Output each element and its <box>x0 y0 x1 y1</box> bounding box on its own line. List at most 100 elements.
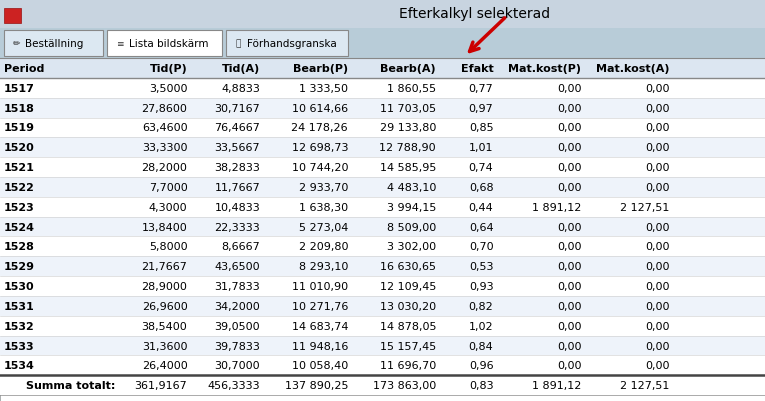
FancyBboxPatch shape <box>0 0 765 29</box>
Text: 30,7167: 30,7167 <box>214 103 260 113</box>
Text: 0,84: 0,84 <box>469 341 493 350</box>
Text: Lista bildskärm: Lista bildskärm <box>129 39 208 49</box>
Text: 10,4833: 10,4833 <box>214 202 260 212</box>
Text: 33,3300: 33,3300 <box>142 143 187 153</box>
Text: 16 630,65: 16 630,65 <box>380 261 436 271</box>
Text: 26,9600: 26,9600 <box>142 301 187 311</box>
Text: 7,7000: 7,7000 <box>148 182 187 192</box>
FancyBboxPatch shape <box>0 356 765 375</box>
Text: 11,7667: 11,7667 <box>214 182 260 192</box>
Text: 0,00: 0,00 <box>645 282 669 291</box>
Text: 22,3333: 22,3333 <box>214 222 260 232</box>
Text: 1532: 1532 <box>4 321 34 331</box>
Text: 5,8000: 5,8000 <box>149 242 187 252</box>
Text: 0,00: 0,00 <box>557 301 581 311</box>
FancyBboxPatch shape <box>0 118 765 138</box>
Text: 0,00: 0,00 <box>645 123 669 133</box>
Text: 0,82: 0,82 <box>469 301 493 311</box>
Text: 15 157,45: 15 157,45 <box>379 341 436 350</box>
Text: 0,64: 0,64 <box>469 222 493 232</box>
Text: 1531: 1531 <box>4 301 34 311</box>
FancyBboxPatch shape <box>0 217 765 237</box>
Text: 10 614,66: 10 614,66 <box>292 103 348 113</box>
Text: 0,00: 0,00 <box>645 261 669 271</box>
Text: 1530: 1530 <box>4 282 34 291</box>
Text: 1534: 1534 <box>4 360 34 371</box>
Text: 43,6500: 43,6500 <box>214 261 260 271</box>
Text: 28,2000: 28,2000 <box>142 163 187 173</box>
FancyBboxPatch shape <box>0 59 765 79</box>
Text: 0,00: 0,00 <box>557 163 581 173</box>
Text: 4,8833: 4,8833 <box>221 84 260 93</box>
Text: 31,3600: 31,3600 <box>142 341 187 350</box>
Text: 456,3333: 456,3333 <box>207 380 260 390</box>
Text: Beställning: Beställning <box>25 39 83 49</box>
FancyBboxPatch shape <box>0 316 765 336</box>
Text: 361,9167: 361,9167 <box>135 380 187 390</box>
Text: 26,4000: 26,4000 <box>142 360 187 371</box>
Text: 0,00: 0,00 <box>645 182 669 192</box>
Text: 1 333,50: 1 333,50 <box>299 84 348 93</box>
Text: 12 109,45: 12 109,45 <box>379 282 436 291</box>
FancyBboxPatch shape <box>0 336 765 356</box>
Text: 39,0500: 39,0500 <box>214 321 260 331</box>
Text: 1533: 1533 <box>4 341 34 350</box>
Text: 1524: 1524 <box>4 222 35 232</box>
Text: 0,00: 0,00 <box>557 282 581 291</box>
Text: Summa totalt:: Summa totalt: <box>26 380 116 390</box>
Text: 29 133,80: 29 133,80 <box>379 123 436 133</box>
Text: 13 030,20: 13 030,20 <box>380 301 436 311</box>
Text: 2 127,51: 2 127,51 <box>620 380 669 390</box>
FancyBboxPatch shape <box>4 9 21 24</box>
Text: 0,70: 0,70 <box>469 242 493 252</box>
Text: 0,00: 0,00 <box>557 182 581 192</box>
FancyBboxPatch shape <box>4 30 103 57</box>
Text: 28,9000: 28,9000 <box>142 282 187 291</box>
Text: 11 703,05: 11 703,05 <box>380 103 436 113</box>
Text: Efakt: Efakt <box>461 64 493 74</box>
Text: 34,2000: 34,2000 <box>214 301 260 311</box>
FancyBboxPatch shape <box>0 59 765 401</box>
Text: 0,93: 0,93 <box>469 282 493 291</box>
Text: 0,83: 0,83 <box>469 380 493 390</box>
FancyBboxPatch shape <box>0 99 765 118</box>
Text: 11 948,16: 11 948,16 <box>291 341 348 350</box>
Text: 🔍: 🔍 <box>235 39 241 49</box>
Text: 0,74: 0,74 <box>469 163 493 173</box>
Text: 13,8400: 13,8400 <box>142 222 187 232</box>
FancyBboxPatch shape <box>0 29 765 59</box>
Text: 0,68: 0,68 <box>469 182 493 192</box>
Text: 0,00: 0,00 <box>645 103 669 113</box>
Text: 0,00: 0,00 <box>557 360 581 371</box>
Text: 2 933,70: 2 933,70 <box>298 182 348 192</box>
Text: 4 483,10: 4 483,10 <box>386 182 436 192</box>
Text: 14 878,05: 14 878,05 <box>379 321 436 331</box>
Text: Tid(A): Tid(A) <box>222 64 260 74</box>
Text: Mat.kost(P): Mat.kost(P) <box>509 64 581 74</box>
Text: 0,00: 0,00 <box>557 321 581 331</box>
Text: 0,97: 0,97 <box>469 103 493 113</box>
Text: 38,2833: 38,2833 <box>214 163 260 173</box>
Text: 0,77: 0,77 <box>469 84 493 93</box>
Text: Bearb(A): Bearb(A) <box>380 64 436 74</box>
Text: 0,00: 0,00 <box>645 360 669 371</box>
FancyBboxPatch shape <box>0 197 765 217</box>
Text: 0,00: 0,00 <box>557 103 581 113</box>
FancyBboxPatch shape <box>0 296 765 316</box>
FancyBboxPatch shape <box>0 276 765 296</box>
FancyBboxPatch shape <box>0 375 765 395</box>
Text: 63,4600: 63,4600 <box>142 123 187 133</box>
Text: 11 010,90: 11 010,90 <box>292 282 348 291</box>
FancyBboxPatch shape <box>107 30 222 57</box>
Text: 1529: 1529 <box>4 261 35 271</box>
Text: 33,5667: 33,5667 <box>214 143 260 153</box>
Text: 0,00: 0,00 <box>645 301 669 311</box>
Text: 0,00: 0,00 <box>645 222 669 232</box>
Text: 1 860,55: 1 860,55 <box>387 84 436 93</box>
Text: 1 638,30: 1 638,30 <box>299 202 348 212</box>
Text: 8,6667: 8,6667 <box>221 242 260 252</box>
Text: 14 585,95: 14 585,95 <box>379 163 436 173</box>
Text: Tid(P): Tid(P) <box>150 64 187 74</box>
Text: 173 863,00: 173 863,00 <box>373 380 436 390</box>
Text: 1 891,12: 1 891,12 <box>532 202 581 212</box>
